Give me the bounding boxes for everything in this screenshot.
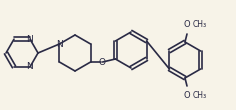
Text: O: O	[98, 58, 105, 67]
Text: N: N	[56, 39, 63, 49]
Text: O: O	[184, 20, 190, 29]
Text: O: O	[184, 91, 190, 100]
Text: CH₃: CH₃	[193, 91, 207, 100]
Text: CH₃: CH₃	[193, 20, 207, 29]
Text: N: N	[26, 35, 33, 44]
Text: N: N	[26, 62, 33, 71]
